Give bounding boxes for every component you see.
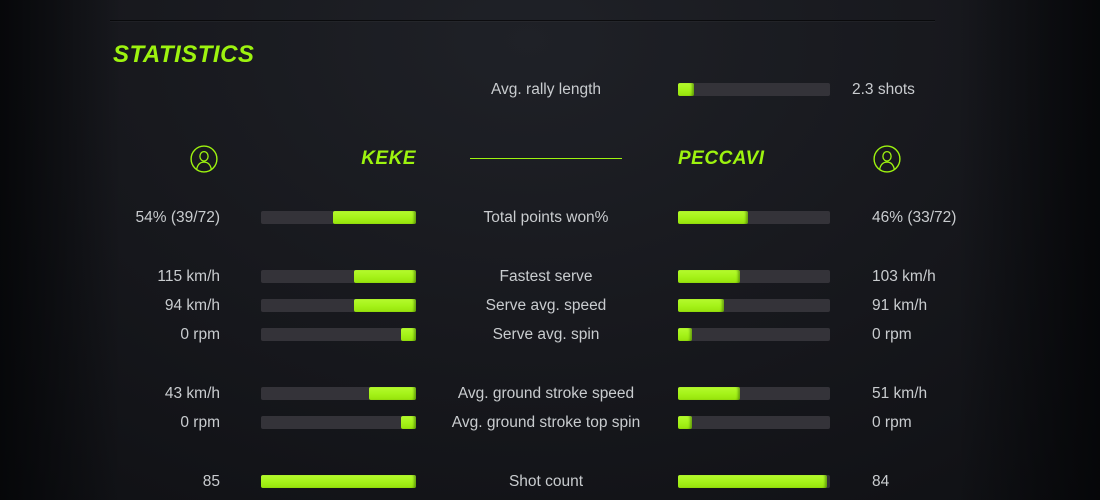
top-divider <box>110 20 935 21</box>
stat-row: 43 km/h Avg. ground stroke speed 51 km/h <box>0 381 1100 407</box>
stat-right-bar <box>678 475 830 488</box>
stat-right-value: 103 km/h <box>872 268 936 285</box>
player-right-name: PECCAVI <box>678 148 765 169</box>
stat-right-bar <box>678 270 830 283</box>
stat-left-bar <box>261 299 416 312</box>
stat-left-value: 94 km/h <box>164 297 220 314</box>
stat-left-bar <box>261 416 416 429</box>
stat-right-value: 51 km/h <box>872 385 928 402</box>
stat-left-value: 43 km/h <box>164 385 220 402</box>
stat-left-bar <box>261 270 416 283</box>
stat-left-bar-fill <box>401 328 416 341</box>
stat-right-bar-fill <box>678 387 740 400</box>
stat-label: Serve avg. speed <box>485 297 607 314</box>
stat-label: Avg. ground stroke top spin <box>451 414 641 431</box>
player-left-name: KEKE <box>361 148 416 169</box>
stat-right-bar-fill <box>678 328 692 341</box>
rally-length-row: Avg. rally length 2.3 shots <box>0 77 1100 103</box>
stat-left-bar <box>261 387 416 400</box>
stat-left-value: 54% (39/72) <box>135 209 220 226</box>
page-title: STATISTICS <box>113 41 255 68</box>
stat-label: Fastest serve <box>499 268 593 285</box>
stat-left-bar-fill <box>261 475 416 488</box>
stat-left-bar <box>261 328 416 341</box>
stat-right-bar-fill <box>678 270 740 283</box>
stat-right-value: 84 <box>872 473 890 490</box>
rally-length-value: 2.3 shots <box>852 81 915 98</box>
stat-right-bar <box>678 211 830 224</box>
stat-left-bar-fill <box>401 416 416 429</box>
stat-right-bar-fill <box>678 211 748 224</box>
stat-right-bar-fill <box>678 299 724 312</box>
stat-right-value: 0 rpm <box>872 326 912 343</box>
rally-length-bar-fill <box>678 83 694 96</box>
stat-row: 0 rpm Serve avg. spin 0 rpm <box>0 322 1100 348</box>
stat-row: 54% (39/72) Total points won% 46% (33/72… <box>0 205 1100 231</box>
stat-left-bar-fill <box>354 299 416 312</box>
stat-right-bar <box>678 416 830 429</box>
stat-row: 85 Shot count 84 <box>0 469 1100 495</box>
stat-left-bar-fill <box>354 270 416 283</box>
stat-right-bar <box>678 387 830 400</box>
players-divider-line <box>470 158 622 159</box>
stat-left-value: 115 km/h <box>157 268 220 285</box>
stat-label: Shot count <box>508 473 584 490</box>
stat-right-value: 0 rpm <box>872 414 912 431</box>
stat-right-bar-fill <box>678 416 692 429</box>
stat-row: 0 rpm Avg. ground stroke top spin 0 rpm <box>0 410 1100 436</box>
stat-right-value: 91 km/h <box>872 297 928 314</box>
stat-right-bar-fill <box>678 475 827 488</box>
player-left-avatar-icon[interactable] <box>190 145 218 173</box>
stat-left-bar <box>261 211 416 224</box>
stat-left-bar-fill <box>369 387 416 400</box>
stat-row: 94 km/h Serve avg. speed 91 km/h <box>0 293 1100 319</box>
stat-left-bar <box>261 475 416 488</box>
stat-right-bar <box>678 328 830 341</box>
stat-left-value: 85 <box>202 473 220 490</box>
stat-right-value: 46% (33/72) <box>872 209 957 226</box>
stat-label: Serve avg. spin <box>492 326 600 343</box>
stat-label: Avg. ground stroke speed <box>457 385 635 402</box>
stat-right-bar <box>678 299 830 312</box>
stat-left-value: 0 rpm <box>180 414 220 431</box>
rally-length-bar <box>678 83 830 96</box>
stat-left-value: 0 rpm <box>180 326 220 343</box>
stat-label: Total points won% <box>483 209 609 226</box>
stat-row: 115 km/h Fastest serve 103 km/h <box>0 264 1100 290</box>
stat-left-bar-fill <box>333 211 416 224</box>
rally-length-label: Avg. rally length <box>491 81 601 98</box>
player-right-avatar-icon[interactable] <box>873 145 901 173</box>
